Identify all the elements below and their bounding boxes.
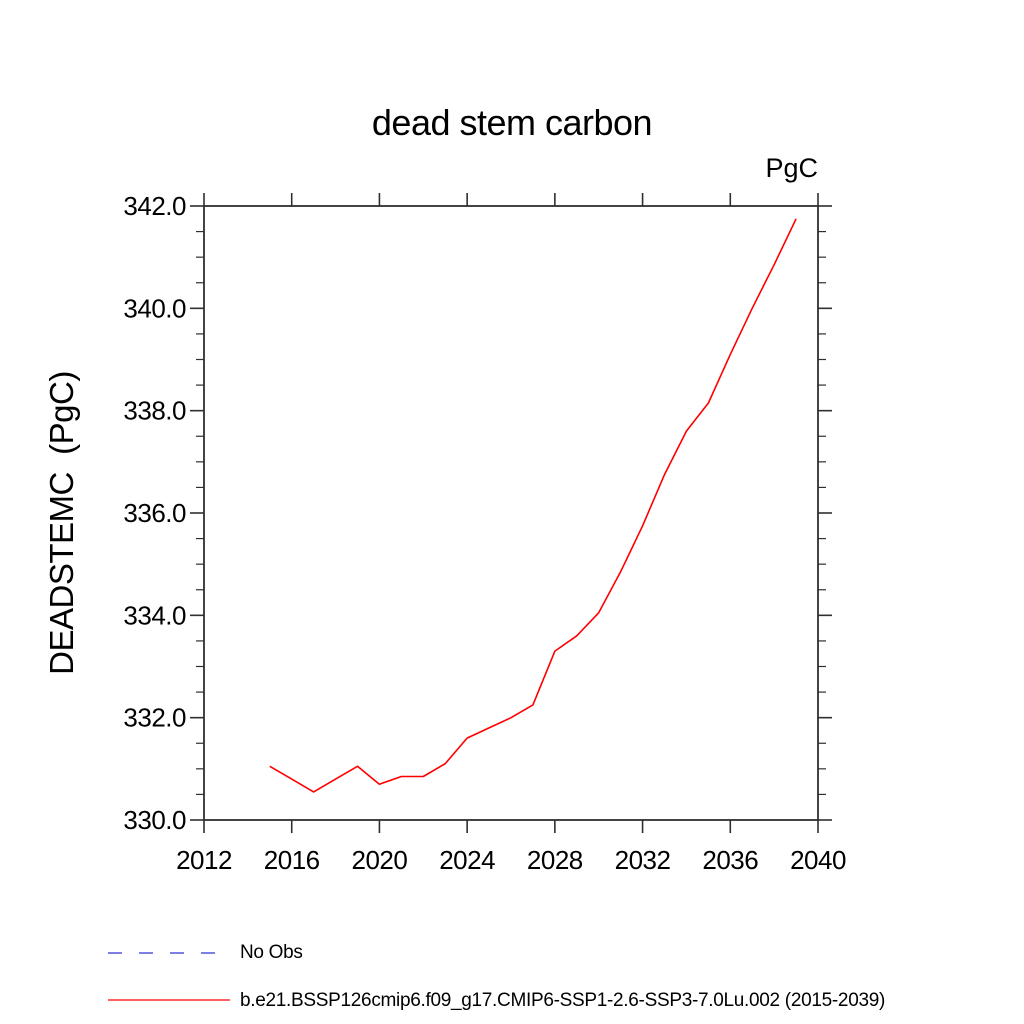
x-tick-label: 2028 <box>527 845 583 875</box>
legend-label-series: b.e21.BSSP126cmip6.f09_g17.CMIP6-SSP1-2.… <box>240 990 886 1011</box>
plot-box <box>203 205 819 821</box>
y-tick-label: 334.0 <box>123 600 186 630</box>
units-label: PgC <box>765 153 818 183</box>
y-tick-label: 340.0 <box>123 293 186 323</box>
legend-label-no-obs: No Obs <box>240 942 303 963</box>
x-tick-label: 2020 <box>352 845 408 875</box>
no-obs-line-swatch <box>108 952 218 954</box>
series-line-swatch <box>108 999 230 1001</box>
x-tick-label: 2036 <box>702 845 758 875</box>
x-tick-label: 2016 <box>264 845 320 875</box>
y-tick-label: 338.0 <box>123 396 186 426</box>
series-line <box>269 218 797 793</box>
chart-title: dead stem carbon <box>371 102 653 143</box>
y-tick-label: 342.0 <box>123 191 186 221</box>
x-tick-label: 2032 <box>615 845 671 875</box>
x-tick-label: 2040 <box>790 845 846 875</box>
y-tick-label: 336.0 <box>123 498 186 528</box>
y-tick-label: 330.0 <box>123 805 186 835</box>
x-tick-label: 2012 <box>176 845 232 875</box>
x-tick-label: 2024 <box>439 845 495 875</box>
y-tick-label: 332.0 <box>123 703 186 733</box>
